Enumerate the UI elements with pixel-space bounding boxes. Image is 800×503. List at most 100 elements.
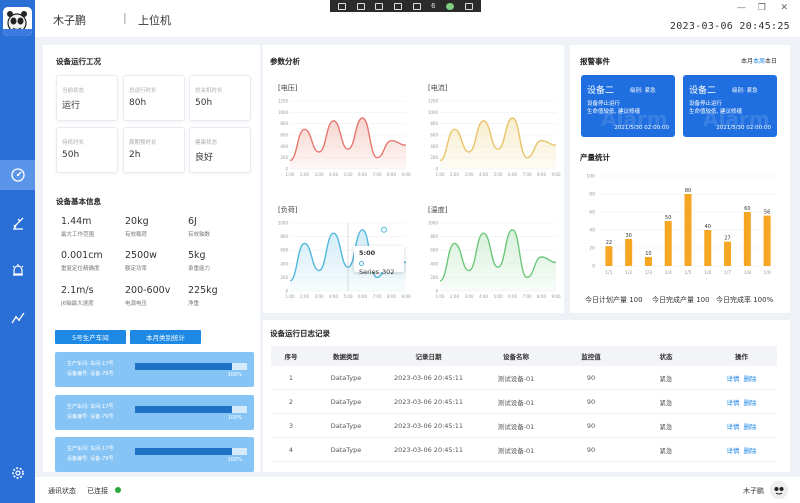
x-tick-label: 1/9 [763,270,770,276]
spec-item: 225kg 净重 [188,285,250,307]
window-capture-icon[interactable] [375,2,384,10]
alarm-card[interactable]: Alarm 设备二 级别: 紧急 设备停止运行 生命值较低, 建议修缮 2021/5/30… [581,75,675,137]
series-area [440,229,556,291]
close-icon[interactable]: ✕ [780,3,788,13]
close-capture-icon[interactable] [464,2,473,10]
x-tick-label: 2:00 [450,172,459,177]
table-row: 4 DataType 2023-03-06 20:45:11 测试设备-01 90 紧急 详… [271,438,777,462]
status-title: 设备运行工况 [56,57,101,66]
bar-value-label: 50 [665,215,671,221]
delete-link[interactable]: 删除 [743,422,757,431]
spec-item: 2500w 额定功率 [125,250,187,272]
tooltip-title: 5:00 [359,249,376,257]
production-title: 产量统计 [580,153,610,162]
spec-label: 额定功率 [125,266,148,272]
spec-value: 2500w [125,250,157,261]
status-card: 待机时长 50h [56,127,118,173]
screenshot-icon[interactable] [338,2,347,10]
bar[interactable] [763,215,771,266]
confirm-icon[interactable] [446,2,455,10]
app-name: 木子鹏 [53,14,86,27]
bar[interactable] [605,246,613,266]
filter-month[interactable]: 本月 [741,58,754,65]
spec-label: 最大工作范围 [61,232,95,238]
workshop-progress [135,448,247,455]
detail-link[interactable]: 详情 [726,422,740,431]
title-bar: 木子鹏 | 上位机 6 — ❐ ✕ 2023-03-06 20:45:25 [35,0,800,37]
info-title: 设备基本信息 [56,197,101,206]
screen-toolbar: 6 [330,0,481,12]
workshop-card[interactable]: 生产车间: 车间-17号 设备编号: 设备-79号 100% [55,352,254,387]
spec-label: 有效载荷 [125,232,148,238]
sidebar [0,0,35,503]
log-column-header: 状态 [659,353,673,361]
alarm-card[interactable]: Alarm 设备二 级别: 紧急 设备停止运行 生命值较低, 建议修缮 2021/5/30… [683,75,777,137]
workshop-card[interactable]: 生产车间: 车间-17号 设备编号: 设备-79号 100% [55,437,254,472]
nav-robot[interactable] [0,208,35,238]
alarm-title: 报警事件 [580,57,610,66]
spec-item: 6J 有效轴数 [188,216,250,238]
device-line: 设备编号: 设备-79号 [67,456,114,462]
alarm-desc-2: 生命值较低, 建议修缮 [587,109,640,115]
detail-link[interactable]: 详情 [726,398,740,407]
hover-point[interactable] [381,226,387,233]
y-tick-label: 1200 [278,99,289,104]
alarm-device: 设备二 [587,86,615,96]
nav-alarm[interactable] [0,255,35,285]
workshop-button[interactable]: 5号生产车间 [55,330,126,344]
bar[interactable] [684,194,692,266]
bar[interactable] [644,257,652,266]
scroll-capture-icon[interactable] [412,2,421,10]
x-tick-label: 1/1 [605,270,612,276]
production-done: 今日完成产量 100 [652,296,710,304]
x-tick-label: 4:00 [329,294,338,299]
x-tick-label: 2:00 [450,294,459,299]
x-tick-label: 9:00 [552,294,561,299]
y-tick-label: 400 [280,144,288,149]
record-icon[interactable] [356,2,365,10]
comm-status-label: 通讯状态 [48,487,76,495]
detail-link[interactable]: 详情 [726,374,740,383]
log-cell-device: 测试设备-01 [497,446,535,455]
y-tick-label: 600 [280,133,288,138]
log-cell-status: 紧急 [659,398,673,407]
nav-dashboard[interactable] [0,160,35,190]
bar[interactable] [625,239,633,266]
spec-value: 225kg [188,285,218,296]
bar[interactable] [743,212,751,266]
avatar[interactable] [770,481,788,499]
spec-label: 重复定位精确度 [61,266,100,272]
bar[interactable] [664,221,672,266]
x-tick-label: 1:00 [436,172,445,177]
filter-week[interactable]: 本周 [753,58,766,65]
alarm-level: 级别: 紧急 [732,88,758,94]
restore-icon[interactable]: ❐ [757,3,766,13]
log-cell-date: 2023-03-06 20:45:11 [393,397,464,406]
x-tick-label: 5:00 [494,172,503,177]
x-tick-label: 7:00 [373,172,382,177]
nav-settings[interactable] [0,458,35,488]
detail-link[interactable]: 详情 [726,446,740,455]
production-plan: 今日计划产量 100 [585,296,643,304]
workshop-percent: 100% [227,415,242,421]
gear-icon [11,467,24,479]
spec-value: 5kg [188,250,206,261]
delete-link[interactable]: 删除 [743,374,757,383]
workshop-card[interactable]: 生产车间: 车间-17号 设备编号: 设备-79号 100% [55,395,254,430]
status-card-value: 2h [129,150,141,160]
x-tick-label: 6:00 [358,172,367,177]
y-tick-label: 100 [586,174,595,180]
region-capture-icon[interactable] [393,2,402,10]
bar[interactable] [724,241,732,266]
bar[interactable] [704,230,712,266]
nav-trend[interactable] [0,303,35,333]
spec-item: 0.001cm 重复定位精确度 [61,250,123,272]
delete-link[interactable]: 删除 [743,398,757,407]
delete-link[interactable]: 删除 [743,446,757,455]
x-tick-label: 6:00 [358,294,367,299]
filter-day[interactable]: 本日 [765,58,778,65]
minimize-icon[interactable]: — [737,3,746,13]
spec-item: 200-600v 电源电压 [125,285,187,307]
x-tick-label: 1/5 [684,270,691,276]
monthly-stats-button[interactable]: 本月类别统计 [130,330,201,344]
